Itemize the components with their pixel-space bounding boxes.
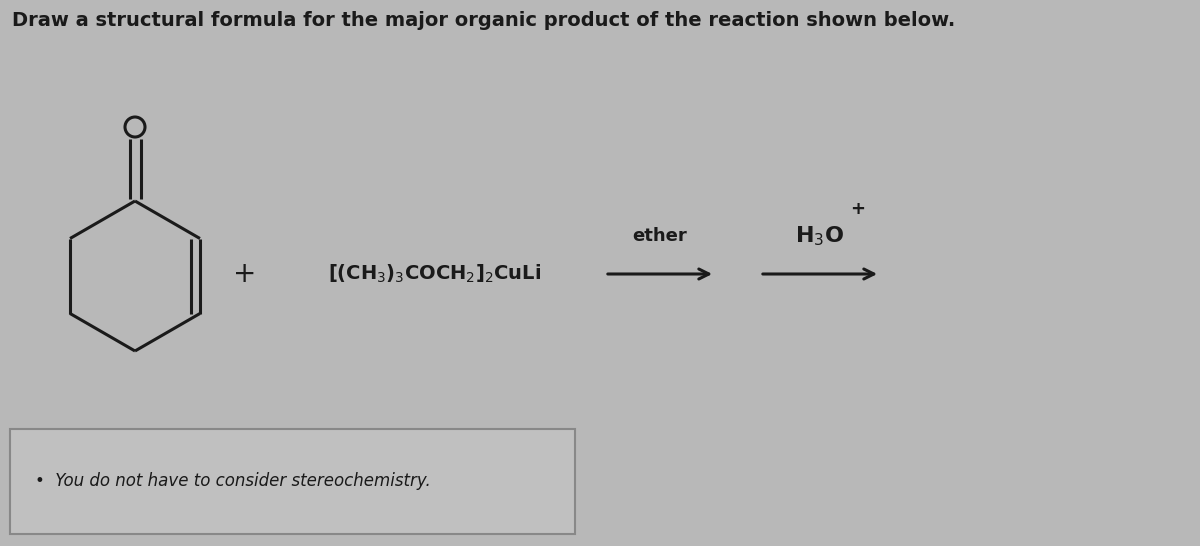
Text: H$_3$O: H$_3$O (796, 224, 845, 248)
Text: +: + (233, 260, 257, 288)
Text: ether: ether (632, 227, 688, 245)
FancyBboxPatch shape (10, 429, 575, 534)
Text: Draw a structural formula for the major organic product of the reaction shown be: Draw a structural formula for the major … (12, 11, 955, 31)
Text: •  You do not have to consider stereochemistry.: • You do not have to consider stereochem… (35, 472, 431, 490)
Text: +: + (851, 200, 865, 218)
Text: [(CH$_3$)$_3$COCH$_2$]$_2$CuLi: [(CH$_3$)$_3$COCH$_2$]$_2$CuLi (329, 263, 541, 285)
